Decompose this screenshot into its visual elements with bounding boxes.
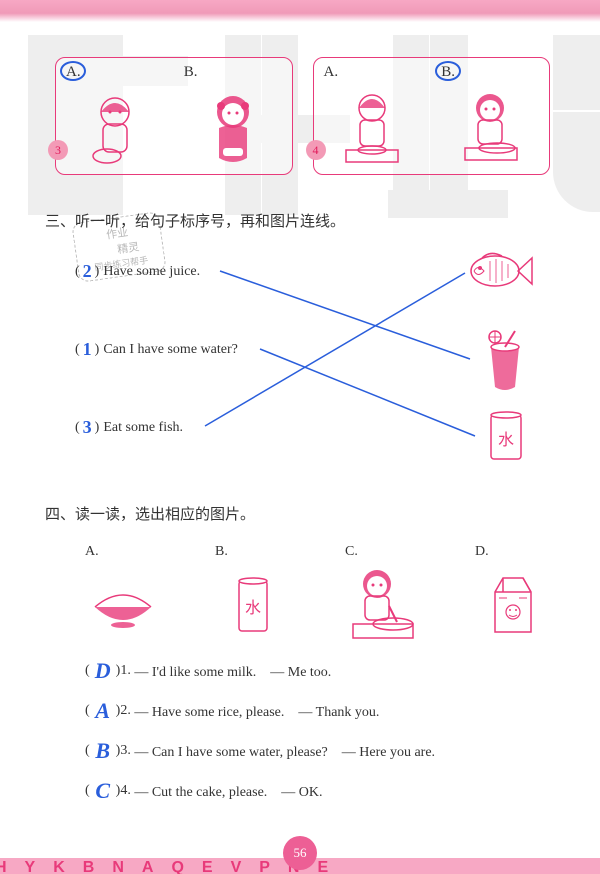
answer-letter: B bbox=[92, 738, 114, 764]
match-area: ( 2 ) Have some juice. ( 1 ) Can I have … bbox=[55, 251, 550, 481]
page-number-badge: 56 bbox=[283, 836, 317, 870]
milk-carton-icon bbox=[475, 566, 550, 644]
circled-answer bbox=[435, 61, 461, 81]
choice-label: B. bbox=[215, 544, 290, 560]
section-4-heading: 四、读一读，选出相应的图片。 bbox=[45, 503, 550, 524]
answer-letter: D bbox=[92, 658, 114, 684]
choice-label-B: B. bbox=[184, 64, 198, 81]
water-glass-icon: 水 bbox=[215, 566, 290, 644]
top-pink-strip bbox=[0, 0, 600, 22]
section-3-heading: 三、听一听，给句子标序号，再和图片连线。 bbox=[45, 210, 550, 231]
answer-letter: C bbox=[92, 778, 114, 804]
choice-A: A. bbox=[85, 544, 160, 644]
child-illustration bbox=[201, 88, 265, 170]
picture-box-3: 3 A. B. bbox=[55, 57, 293, 175]
answer-text: — Cut the cake, please. — OK. bbox=[134, 781, 322, 801]
answer-line-1: (D)1. — I'd like some milk. — Me too. bbox=[85, 658, 550, 684]
choice-D: D. bbox=[475, 544, 550, 644]
footer: HYKBNAQEVPNE 56 bbox=[0, 840, 600, 874]
rice-bowl-icon bbox=[85, 566, 160, 644]
picture-choice-boxes: 3 A. B. bbox=[55, 57, 550, 175]
answer-num: 1 bbox=[120, 663, 127, 679]
picture-box-4: 4 A. B. bbox=[313, 57, 551, 175]
answer-line-4: (C)4. — Cut the cake, please. — OK. bbox=[85, 778, 550, 804]
circled-answer bbox=[60, 61, 86, 81]
answer-text: — I'd like some milk. — Me too. bbox=[134, 661, 331, 681]
choice-label: A. bbox=[85, 544, 160, 560]
child-cutting-cake-icon bbox=[345, 566, 420, 644]
svg-text:水: 水 bbox=[244, 599, 260, 617]
choice-label: C. bbox=[345, 544, 420, 560]
answer-num: 2 bbox=[120, 703, 127, 719]
choice-B: B. 水 bbox=[215, 544, 290, 644]
child-illustration bbox=[340, 88, 404, 170]
child-illustration bbox=[457, 88, 523, 170]
answer-letter: A bbox=[92, 698, 114, 724]
answer-num: 4 bbox=[120, 783, 127, 799]
choice-images-row: A. B. 水 C. bbox=[85, 544, 550, 644]
answer-line-2: (A)2. — Have some rice, please. — Thank … bbox=[85, 698, 550, 724]
answer-num: 3 bbox=[120, 743, 127, 759]
answer-text: — Have some rice, please. — Thank you. bbox=[134, 701, 379, 721]
answer-text: — Can I have some water, please? — Here … bbox=[134, 741, 435, 761]
choice-label: D. bbox=[475, 544, 550, 560]
child-illustration bbox=[85, 90, 145, 170]
answer-line-3: (B)3. — Can I have some water, please? —… bbox=[85, 738, 550, 764]
choice-C: C. bbox=[345, 544, 420, 644]
choice-label-A: A. bbox=[324, 64, 339, 81]
